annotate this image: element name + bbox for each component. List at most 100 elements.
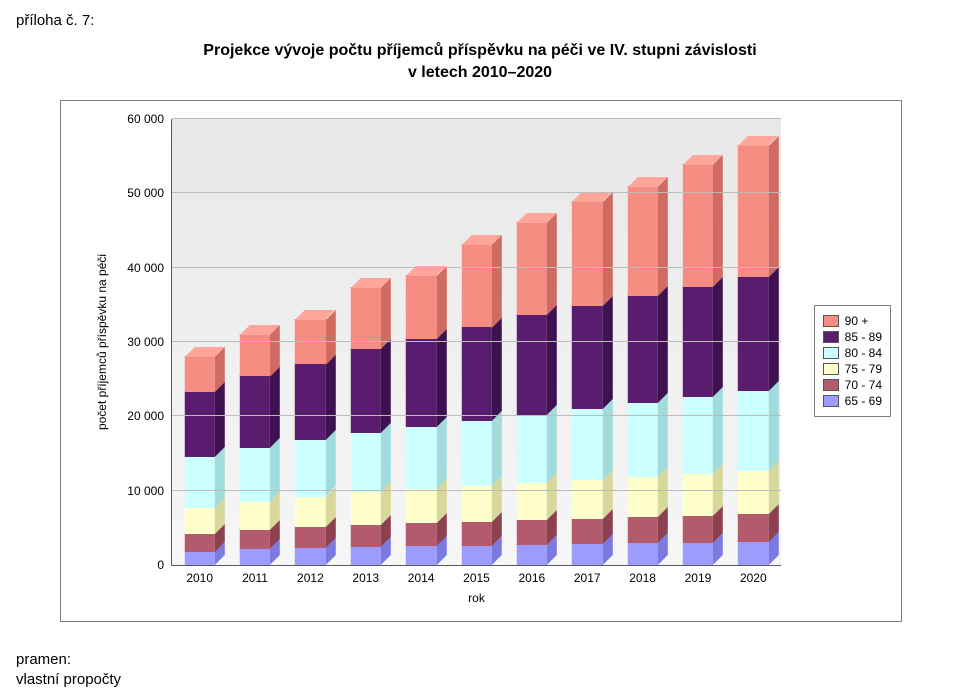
- x-tick-label: 2011: [242, 571, 268, 585]
- bar-segment: [295, 547, 325, 565]
- y-tick-label: 20 000: [127, 409, 164, 423]
- appendix-label: příloha č. 7:: [16, 12, 94, 29]
- y-gridline: [172, 118, 781, 119]
- plot-area: počet příjemců příspěvku na péči rok 010…: [171, 119, 781, 566]
- bar-segment: [683, 396, 713, 474]
- bar-group: [627, 119, 657, 565]
- source-text: vlastní propočty: [16, 670, 121, 690]
- legend-item: 85 - 89: [823, 330, 882, 344]
- legend-label: 90 +: [845, 314, 869, 328]
- bar-segment-side: [215, 447, 225, 508]
- bar-segment-side: [547, 405, 557, 483]
- y-tick-label: 0: [157, 558, 164, 572]
- bar-segment: [184, 456, 214, 508]
- bar-segment: [406, 426, 436, 489]
- bar-segment-side: [602, 296, 612, 409]
- legend-swatch: [823, 315, 839, 327]
- legend-label: 75 - 79: [845, 362, 882, 376]
- x-tick-label: 2015: [463, 571, 490, 585]
- y-gridline: [172, 192, 781, 193]
- bar-group: [683, 119, 713, 565]
- bar-segment: [683, 473, 713, 516]
- y-gridline: [172, 341, 781, 342]
- bar-group: [351, 119, 381, 565]
- bar-segment-side: [713, 387, 723, 474]
- bar-segment: [295, 439, 325, 496]
- bar-segment-side: [436, 417, 446, 489]
- legend-item: 70 - 74: [823, 378, 882, 392]
- y-axis-title: počet příjemců příspěvku na péči: [95, 254, 109, 430]
- bar-segment-side: [270, 438, 280, 502]
- bar-segment: [738, 541, 768, 565]
- bar-segment: [627, 516, 657, 543]
- legend-swatch: [823, 379, 839, 391]
- bar-segment-side: [270, 366, 280, 448]
- legend-item: 75 - 79: [823, 362, 882, 376]
- legend-swatch: [823, 363, 839, 375]
- bar-segment: [572, 201, 602, 306]
- bar-segment: [184, 356, 214, 392]
- bar-segment: [461, 420, 491, 486]
- y-gridline: [172, 267, 781, 268]
- bar-segment-side: [492, 317, 502, 421]
- bar-segment: [406, 338, 436, 427]
- bar-segment: [406, 488, 436, 523]
- legend-item: 65 - 69: [823, 394, 882, 408]
- legend: 90 + 85 - 89 80 - 84 75 - 79 70 - 74 65 - 69: [814, 305, 891, 417]
- legend-label: 85 - 89: [845, 330, 882, 344]
- bar-segment: [240, 548, 270, 565]
- legend-item: 90 +: [823, 314, 882, 328]
- x-tick-label: 2010: [186, 571, 213, 585]
- x-tick-label: 2013: [352, 571, 379, 585]
- bar-segment-side: [436, 329, 446, 427]
- bar-segment: [683, 164, 713, 287]
- bar-segment: [572, 408, 602, 480]
- bar-segment: [517, 414, 547, 483]
- bar-segment-side: [602, 399, 612, 480]
- bar-group: [738, 119, 768, 565]
- chart-title: Projekce vývoje počtu příjemců příspěvku…: [0, 40, 960, 83]
- legend-label: 65 - 69: [845, 394, 882, 408]
- bar-segment-side: [215, 382, 225, 457]
- bar-segment: [240, 529, 270, 549]
- bar-segment: [461, 545, 491, 565]
- bar-segment-side: [381, 423, 391, 492]
- bar-group: [517, 119, 547, 565]
- x-tick-label: 2017: [574, 571, 601, 585]
- x-tick-label: 2014: [408, 571, 435, 585]
- bars-container: [172, 119, 781, 565]
- bar-segment-side: [769, 267, 779, 391]
- bar-segment-side: [713, 277, 723, 397]
- bar-segment: [572, 305, 602, 409]
- bar-segment: [627, 542, 657, 565]
- bar-segment: [184, 533, 214, 552]
- bar-segment: [406, 522, 436, 546]
- bar-segment-side: [769, 381, 779, 471]
- bar-segment-side: [769, 136, 779, 277]
- legend-item: 80 - 84: [823, 346, 882, 360]
- bar-segment-side: [658, 177, 668, 296]
- bar-segment-side: [658, 393, 668, 477]
- bar-segment-side: [436, 266, 446, 339]
- x-tick-label: 2012: [297, 571, 324, 585]
- bar-segment: [627, 476, 657, 517]
- x-tick-label: 2019: [685, 571, 712, 585]
- bar-segment: [461, 485, 491, 522]
- bar-segment-side: [547, 213, 557, 315]
- source-block: pramen: vlastní propočty: [16, 650, 121, 691]
- x-tick-label: 2020: [740, 571, 767, 585]
- bar-segment-side: [326, 430, 336, 496]
- legend-swatch: [823, 331, 839, 343]
- source-label: pramen:: [16, 650, 121, 670]
- bar-segment: [295, 526, 325, 548]
- bar-group: [461, 119, 491, 565]
- bar-segment: [517, 222, 547, 315]
- bar-segment: [240, 501, 270, 530]
- bar-segment: [572, 543, 602, 565]
- bar-segment: [738, 145, 768, 277]
- legend-label: 80 - 84: [845, 346, 882, 360]
- bar-segment: [406, 275, 436, 339]
- bar-group: [184, 119, 214, 565]
- y-gridline: [172, 490, 781, 491]
- bar-segment-side: [547, 305, 557, 415]
